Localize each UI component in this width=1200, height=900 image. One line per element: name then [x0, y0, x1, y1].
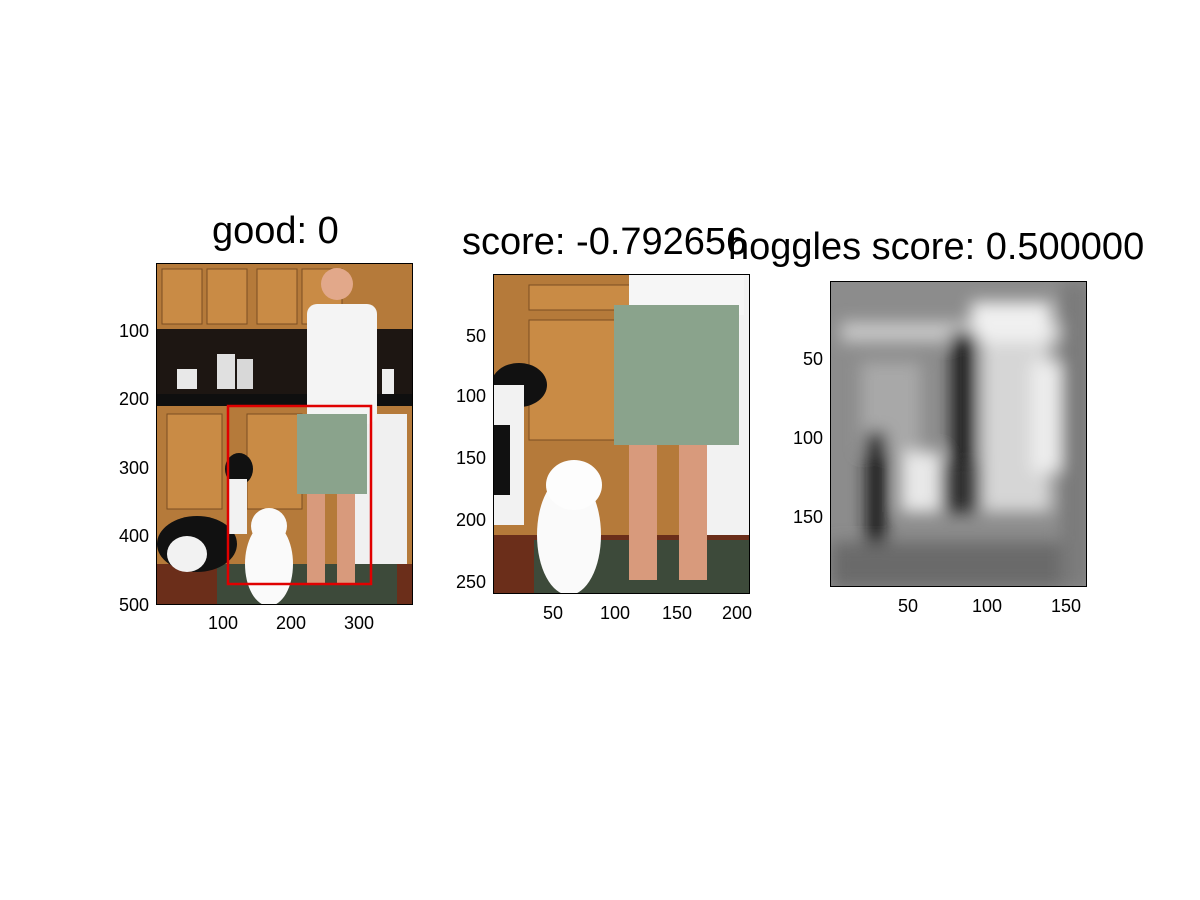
panel3-xtick: 50 — [897, 596, 919, 616]
panel3-xtick: 100 — [971, 596, 1003, 616]
panel1-xtick: 200 — [275, 613, 307, 633]
panel1-ytick: 100 — [118, 321, 149, 341]
panel3-axes — [830, 281, 1087, 587]
panel3-ytick: 100 — [792, 428, 823, 448]
panel2-axes — [493, 274, 750, 594]
panel1-title: good: 0 — [212, 210, 339, 252]
panel2-ytick: 150 — [455, 448, 486, 468]
panel3-ytick: 50 — [802, 349, 823, 369]
panel1-ytick: 300 — [118, 458, 149, 478]
panel2-ytick: 200 — [455, 510, 486, 530]
panel1-axes — [156, 263, 413, 605]
panel2-xtick: 150 — [661, 603, 693, 623]
panel3-xtick: 150 — [1050, 596, 1082, 616]
panel3-ytick: 150 — [792, 507, 823, 527]
panel2-xtick: 100 — [599, 603, 631, 623]
detection-box — [226, 404, 373, 586]
panel2-ytick: 250 — [455, 572, 486, 592]
panel1-xtick: 100 — [207, 613, 239, 633]
panel2-ytick: 50 — [465, 326, 486, 346]
cropped-photo — [494, 275, 749, 593]
panel2-xtick: 200 — [721, 603, 753, 623]
panel2-title: score: -0.792656 — [462, 221, 748, 263]
panel2-xtick: 50 — [542, 603, 564, 623]
hoggles-image — [831, 282, 1086, 586]
panel1-ytick: 500 — [118, 595, 149, 615]
panel2-ytick: 100 — [455, 386, 486, 406]
kitchen-photo — [157, 264, 412, 604]
panel1-xtick: 300 — [343, 613, 375, 633]
panel1-ytick: 200 — [118, 389, 149, 409]
panel1-ytick: 400 — [118, 526, 149, 546]
panel3-title: hoggles score: 0.500000 — [728, 226, 1145, 268]
